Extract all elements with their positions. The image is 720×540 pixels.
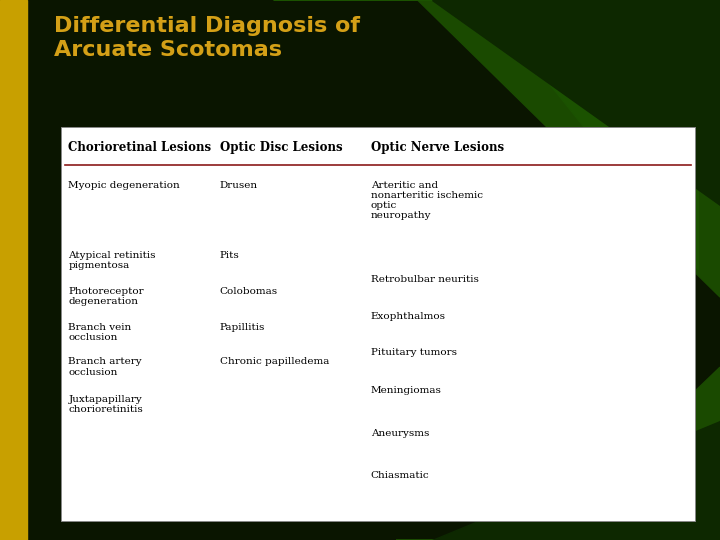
Text: Retrobulbar neuritis: Retrobulbar neuritis bbox=[371, 275, 479, 285]
Text: Atypical retinitis
pigmentosa: Atypical retinitis pigmentosa bbox=[68, 251, 156, 270]
Text: Arteritic and
nonarteritic ischemic
optic
neuropathy: Arteritic and nonarteritic ischemic opti… bbox=[371, 181, 483, 220]
Text: Optic Disc Lesions: Optic Disc Lesions bbox=[220, 141, 342, 154]
Text: Pits: Pits bbox=[220, 251, 239, 260]
Text: Chronic papilledema: Chronic papilledema bbox=[220, 357, 329, 367]
Text: Photoreceptor
degeneration: Photoreceptor degeneration bbox=[68, 287, 144, 306]
Text: Papillitis: Papillitis bbox=[220, 323, 265, 332]
Text: Chiasmatic: Chiasmatic bbox=[371, 471, 429, 480]
Text: Meningiomas: Meningiomas bbox=[371, 386, 441, 395]
Text: Pituitary tumors: Pituitary tumors bbox=[371, 348, 456, 357]
Text: Aneurysms: Aneurysms bbox=[371, 429, 429, 438]
Text: Exophthalmos: Exophthalmos bbox=[371, 312, 446, 321]
Text: Branch vein
occlusion: Branch vein occlusion bbox=[68, 323, 132, 342]
Text: Myopic degeneration: Myopic degeneration bbox=[68, 181, 180, 190]
Text: Branch artery
occlusion: Branch artery occlusion bbox=[68, 357, 142, 376]
Text: Drusen: Drusen bbox=[220, 181, 258, 190]
Text: Juxtapapillary
chorioretinitis: Juxtapapillary chorioretinitis bbox=[68, 395, 143, 414]
Text: Differential Diagnosis of
Arcuate Scotomas: Differential Diagnosis of Arcuate Scotom… bbox=[54, 16, 360, 60]
Text: Chorioretinal Lesions: Chorioretinal Lesions bbox=[68, 141, 212, 154]
Text: Colobomas: Colobomas bbox=[220, 287, 278, 296]
Text: Optic Nerve Lesions: Optic Nerve Lesions bbox=[371, 141, 504, 154]
